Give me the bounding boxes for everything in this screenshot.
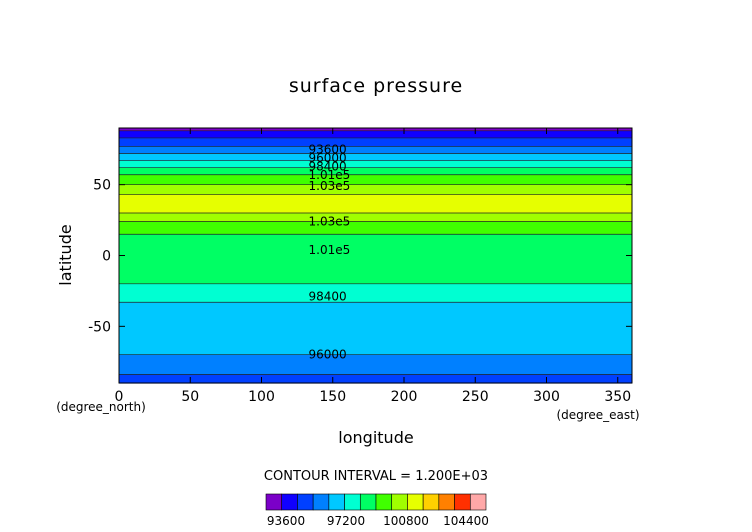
contour-band-16 — [119, 374, 632, 384]
contour-lines — [119, 130, 632, 375]
colorbar-segment-11 — [438, 493, 455, 511]
contour-labels: 9360096000984001.01e51.03e51.03e51.01e59… — [309, 142, 351, 361]
colorbar-segment-9 — [407, 493, 424, 511]
contour-band-6 — [119, 167, 632, 176]
contour-label-5: 1.03e5 — [309, 215, 351, 229]
colorbar-segment-13 — [469, 493, 487, 511]
contour-band-15 — [119, 354, 632, 376]
x-tick-label-5: 250 — [462, 389, 489, 405]
x-tick-label-1: 50 — [181, 389, 199, 405]
x-axis-ticks: 0 50 100 150 200 250 300 350 — [115, 128, 631, 405]
colorbar-segment-6 — [359, 493, 377, 511]
contour-band-0 — [119, 128, 632, 132]
x-tick-label-0: 0 — [115, 389, 124, 405]
contour-band-5 — [119, 160, 632, 169]
colorbar-segment-10 — [422, 493, 440, 511]
contour-interval-text: CONTOUR INTERVAL = 1.200E+03 — [264, 469, 488, 484]
contour-band-10 — [119, 213, 632, 223]
x-tick-label-2: 100 — [248, 389, 275, 405]
y-axis-ticks: -50 0 50 — [88, 178, 632, 335]
contour-band-12 — [119, 234, 632, 285]
x-tick-label-4: 200 — [391, 389, 418, 405]
contour-band-8 — [119, 184, 632, 196]
contour-band-14 — [119, 302, 632, 356]
x-axis-label: longitude — [338, 428, 413, 447]
colorbar-segment-3 — [312, 493, 330, 511]
contour-band-7 — [119, 174, 632, 186]
contour-label-1: 96000 — [309, 151, 347, 165]
colorbar — [265, 493, 487, 511]
colorbar-segment-7 — [375, 493, 393, 511]
contour-band-2 — [119, 137, 632, 148]
colorbar-segment-12 — [454, 493, 471, 511]
contour-label-3: 1.01e5 — [309, 168, 351, 182]
colorbar-segment-4 — [328, 493, 345, 511]
contour-label-8: 96000 — [309, 348, 347, 362]
contour-label-6: 1.01e5 — [309, 243, 351, 257]
x-tick-label-6: 300 — [533, 389, 560, 405]
contour-band-3 — [119, 146, 632, 155]
colorbar-segment-8 — [391, 493, 408, 511]
contour-label-2: 98400 — [309, 159, 347, 173]
y-tick-label-0: -50 — [88, 319, 111, 335]
contour-band-4 — [119, 153, 632, 162]
y-tick-label-2: 50 — [93, 178, 111, 194]
plot-area — [119, 128, 632, 384]
x-tick-label-7: 350 — [604, 389, 631, 405]
x-tick-label-3: 150 — [319, 389, 346, 405]
y-tick-label-1: 0 — [102, 249, 111, 265]
contour-label-0: 93600 — [309, 142, 347, 156]
contour-label-4: 1.03e5 — [309, 179, 351, 193]
contour-label-7: 98400 — [309, 290, 347, 304]
contour-band-13 — [119, 283, 632, 303]
colorbar-tick-label-0: 93600 — [267, 514, 305, 528]
contour-band-1 — [119, 130, 632, 139]
colorbar-tick-label-1: 97200 — [327, 514, 365, 528]
colorbar-segment-0 — [265, 493, 283, 511]
y-axis-label: latitude — [56, 224, 75, 285]
chart-title: surface pressure — [289, 75, 463, 97]
x-axis-unit: (degree_east) — [556, 408, 639, 422]
contour-band-9 — [119, 194, 632, 214]
y-axis-unit: (degree_north) — [56, 400, 146, 414]
colorbar-segment-5 — [344, 493, 361, 511]
colorbar-segment-2 — [297, 493, 314, 511]
colorbar-segment-1 — [281, 493, 298, 511]
colorbar-tick-label-2: 100800 — [383, 514, 429, 528]
colorbar-labels: 93600 97200 100800 104400 — [267, 514, 489, 528]
contour-band-11 — [119, 221, 632, 235]
colorbar-tick-label-3: 104400 — [443, 514, 489, 528]
